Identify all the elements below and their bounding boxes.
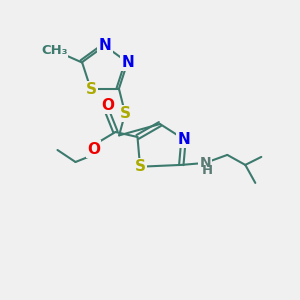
Text: N: N bbox=[200, 156, 211, 170]
Text: N: N bbox=[122, 55, 134, 70]
Text: S: S bbox=[120, 106, 130, 121]
Text: O: O bbox=[87, 142, 100, 157]
Text: N: N bbox=[177, 131, 190, 146]
Text: O: O bbox=[101, 98, 114, 112]
Text: N: N bbox=[99, 38, 111, 53]
Text: CH₃: CH₃ bbox=[41, 44, 68, 57]
Text: S: S bbox=[135, 159, 146, 174]
Text: H: H bbox=[202, 164, 213, 177]
Text: S: S bbox=[85, 82, 96, 97]
